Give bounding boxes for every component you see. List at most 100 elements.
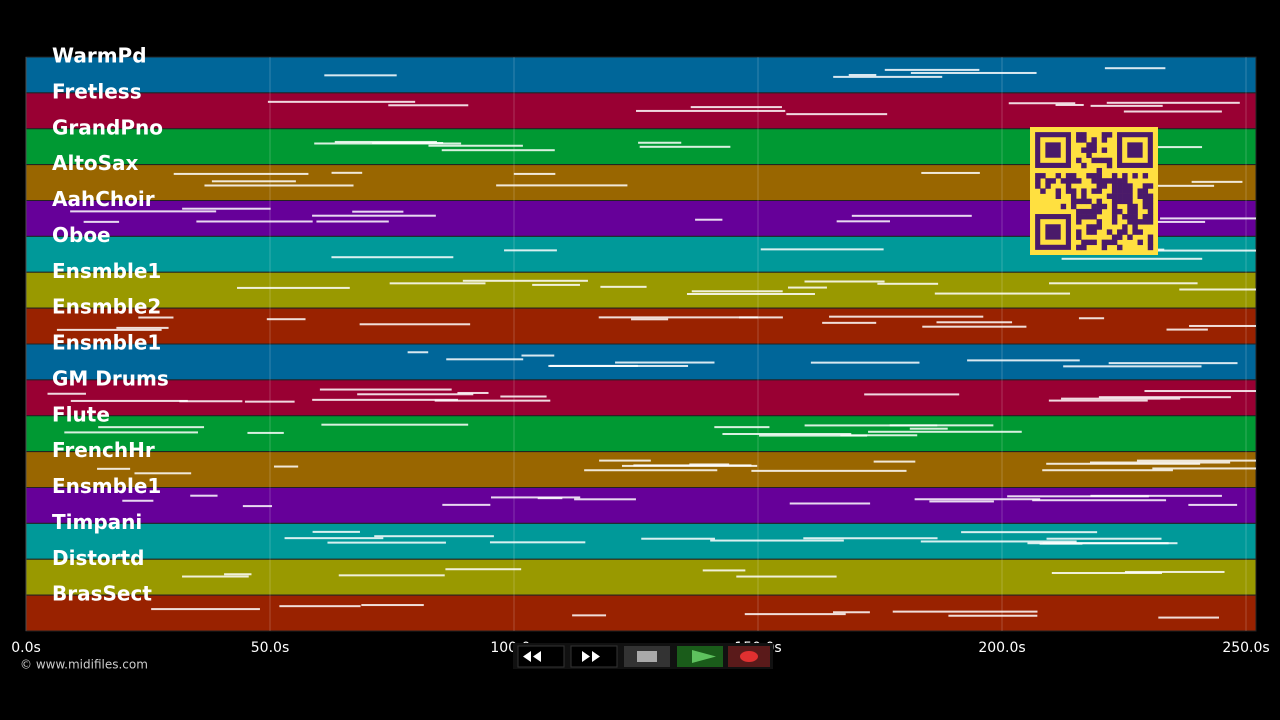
track-label: BrasSect	[52, 582, 152, 606]
qr-cell	[1117, 229, 1123, 235]
qr-cell	[1076, 137, 1082, 143]
qr-cell	[1142, 193, 1149, 199]
tick-label: 0.0s	[11, 640, 41, 656]
rewind-icon	[523, 651, 541, 662]
qr-cell	[1091, 137, 1097, 143]
note	[572, 614, 607, 617]
note	[1090, 461, 1231, 464]
qr-cell	[1147, 214, 1154, 220]
qr-cell	[1137, 188, 1143, 194]
qr-cell	[1081, 132, 1087, 138]
note	[134, 472, 192, 475]
note	[537, 497, 563, 500]
note	[116, 326, 169, 329]
qr-cell	[1101, 244, 1108, 251]
note	[638, 141, 682, 144]
track-band	[25, 307, 1257, 345]
qr-cell	[1147, 193, 1154, 199]
note	[710, 539, 844, 542]
note	[686, 292, 815, 295]
note	[840, 434, 918, 437]
qr-cell	[1081, 193, 1087, 199]
qr-cell	[1147, 234, 1154, 240]
qr-cell	[1076, 178, 1082, 184]
forward-icon	[582, 651, 600, 662]
note	[1027, 542, 1169, 545]
note	[1144, 390, 1256, 393]
grid	[25, 57, 1247, 631]
qr-cell	[1106, 229, 1113, 235]
qr-cell	[1045, 183, 1051, 189]
note	[1191, 180, 1243, 183]
qr-cell	[1096, 157, 1102, 164]
qr-cell	[1086, 208, 1092, 215]
rewind-button[interactable]	[517, 645, 565, 668]
note	[122, 499, 154, 502]
qr-cell	[1076, 132, 1082, 138]
note	[961, 531, 1098, 534]
note	[462, 279, 588, 282]
note	[64, 431, 198, 434]
qr-cell	[1091, 173, 1097, 179]
qr-cell	[1096, 178, 1102, 184]
note	[279, 605, 361, 608]
note	[690, 106, 782, 109]
note	[804, 424, 938, 427]
play-button[interactable]	[677, 646, 723, 667]
note	[490, 496, 581, 499]
note	[532, 283, 580, 286]
qr-cell	[1111, 219, 1118, 225]
qr-cell	[1065, 183, 1072, 189]
note	[889, 424, 994, 427]
track-band	[25, 379, 1257, 417]
note	[334, 140, 437, 143]
stop-button[interactable]	[624, 646, 670, 667]
note	[967, 359, 1080, 362]
track-band	[25, 594, 1257, 632]
note	[760, 248, 884, 251]
qr-cell	[1091, 178, 1097, 184]
note	[70, 210, 217, 213]
note	[83, 220, 120, 223]
qr-cell	[1096, 167, 1102, 174]
note	[584, 469, 718, 472]
track-label: Timpani	[52, 510, 142, 534]
note	[714, 426, 770, 429]
note	[549, 364, 638, 367]
qr-cell	[1076, 244, 1082, 251]
qr-cell	[1142, 219, 1149, 225]
note	[1048, 399, 1148, 402]
qr-cell	[1127, 203, 1133, 210]
note	[868, 430, 1022, 433]
note	[1061, 397, 1181, 400]
track-label: GM Drums	[52, 366, 169, 390]
note	[70, 399, 188, 402]
qr-cell	[1106, 178, 1113, 184]
note	[1106, 101, 1240, 104]
qr-cell	[1091, 214, 1097, 220]
note	[751, 469, 907, 472]
note	[441, 149, 555, 152]
qr-cell	[1127, 208, 1133, 215]
track-band	[25, 415, 1257, 453]
note	[319, 388, 452, 391]
note	[744, 613, 846, 616]
note	[446, 358, 524, 361]
record-button[interactable]	[728, 646, 770, 667]
note	[598, 316, 758, 319]
qr-cell	[1122, 188, 1128, 194]
qr-cell	[1081, 198, 1087, 205]
note	[1063, 365, 1202, 368]
qr-cell	[1111, 234, 1118, 240]
note	[312, 214, 436, 217]
note	[1046, 537, 1162, 540]
qr-cell	[1091, 203, 1097, 210]
forward-button[interactable]	[570, 645, 618, 668]
note	[873, 460, 916, 463]
qr-cell	[1065, 173, 1072, 179]
qr-cell	[1111, 198, 1118, 205]
note	[324, 74, 397, 77]
note	[1189, 324, 1256, 327]
note	[636, 109, 786, 112]
note	[273, 465, 299, 468]
